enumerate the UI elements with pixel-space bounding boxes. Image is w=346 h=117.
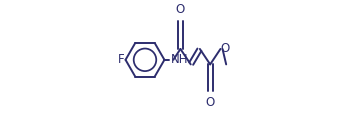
- Text: F: F: [118, 53, 124, 66]
- Text: O: O: [176, 3, 185, 16]
- Text: O: O: [206, 96, 215, 109]
- Text: NH: NH: [171, 53, 188, 66]
- Text: O: O: [221, 42, 230, 55]
